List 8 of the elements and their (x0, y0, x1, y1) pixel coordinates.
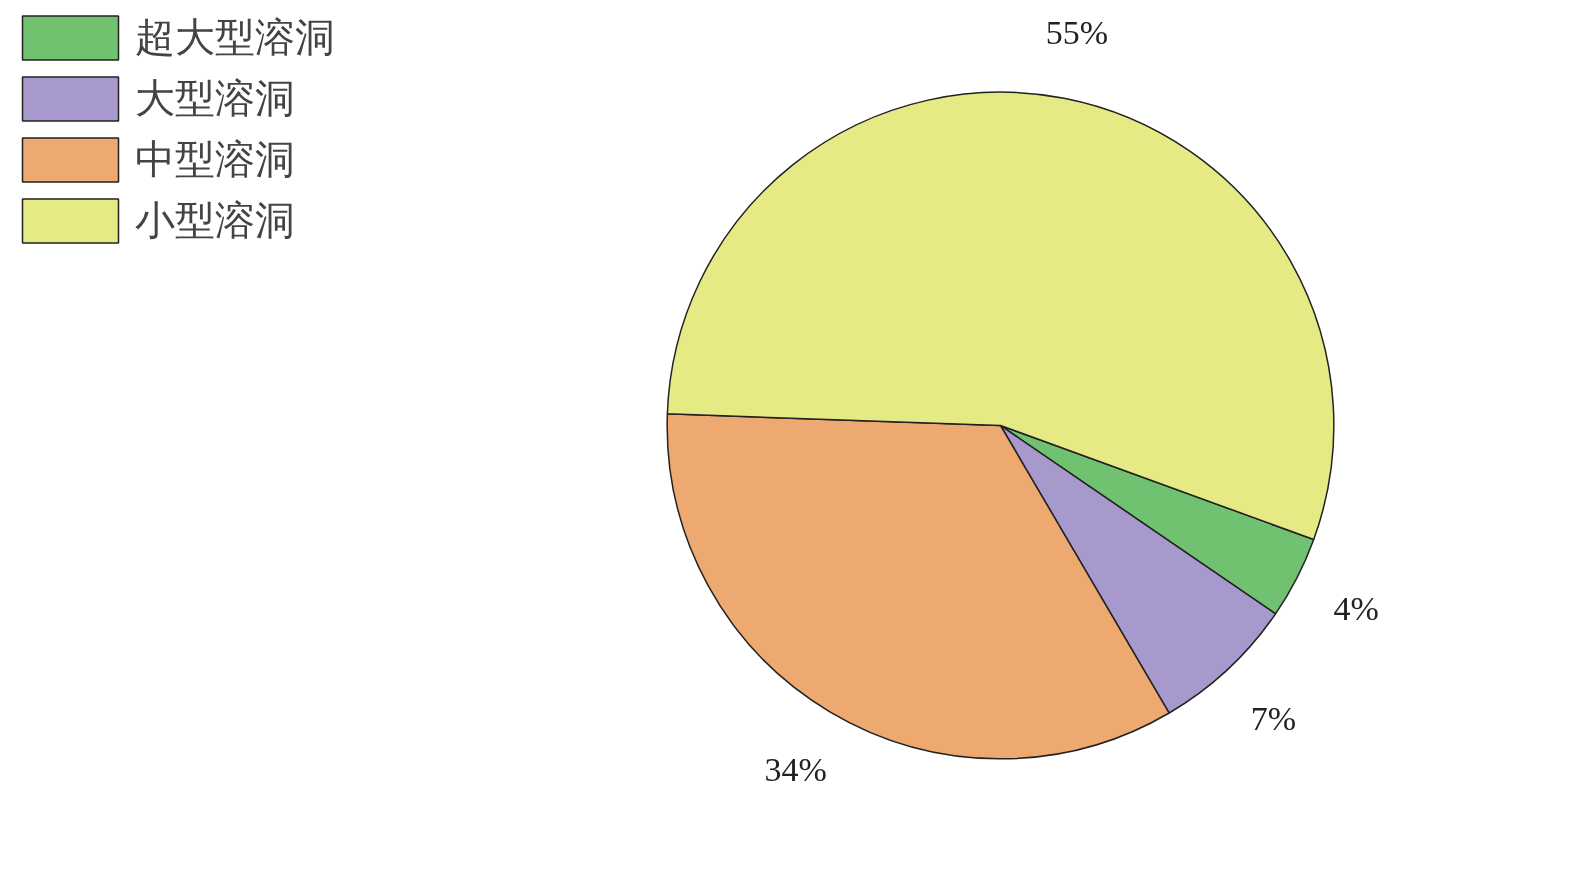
data-label: 4% (1333, 589, 1379, 627)
legend-label: 中型溶洞 (135, 135, 295, 184)
legend-label: 大型溶洞 (135, 74, 295, 123)
legend-label: 超大型溶洞 (135, 13, 335, 62)
data-label: 7% (1250, 699, 1296, 737)
legend-label: 小型溶洞 (135, 196, 295, 245)
data-label: 55% (1045, 14, 1108, 52)
data-label: 34% (764, 750, 827, 788)
